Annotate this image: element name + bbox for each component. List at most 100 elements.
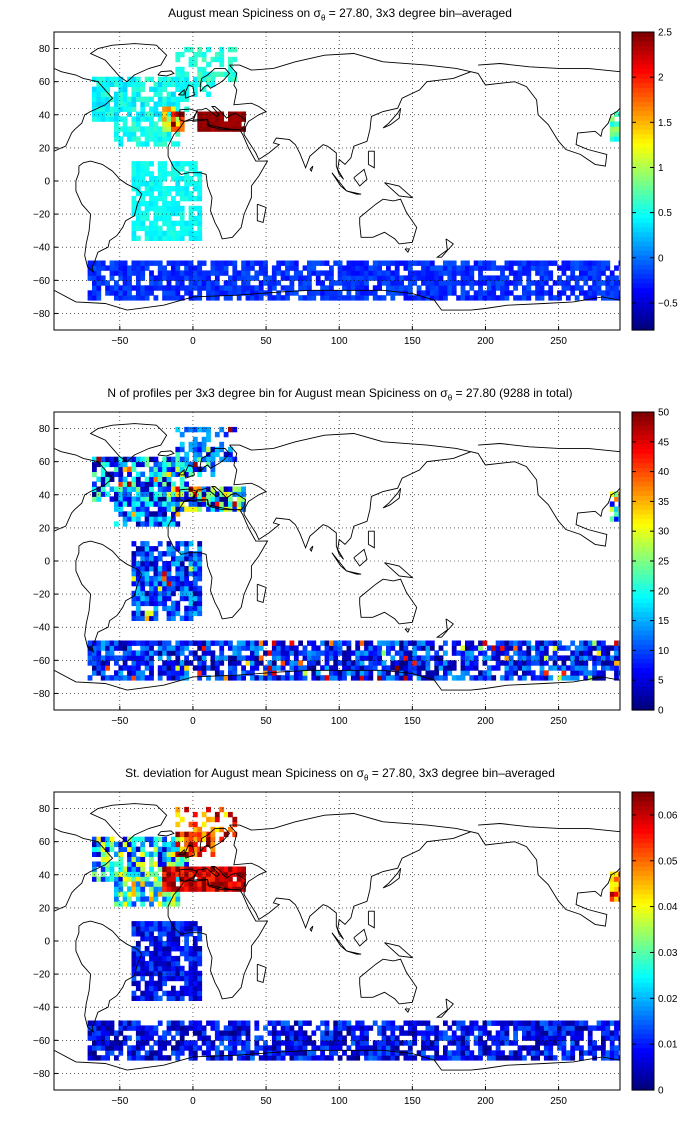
data-cell <box>307 295 312 301</box>
data-cell <box>166 655 172 661</box>
data-cell <box>166 975 172 982</box>
data-cell <box>219 660 225 666</box>
data-cell <box>96 1020 102 1026</box>
data-cell <box>171 91 176 97</box>
data-cell <box>513 1050 518 1056</box>
data-cell <box>311 1050 317 1056</box>
y-tick-label: 0 <box>44 177 50 188</box>
data-cell <box>491 260 497 266</box>
data-cell <box>92 76 97 83</box>
data-cell <box>407 275 413 281</box>
data-cell <box>241 1045 246 1051</box>
data-cell <box>386 1040 391 1046</box>
data-cell <box>530 655 536 661</box>
data-cell <box>188 501 194 507</box>
data-cell <box>153 841 159 848</box>
data-cell <box>500 640 505 646</box>
data-cell <box>131 926 137 932</box>
data-cell <box>451 270 457 276</box>
data-cell <box>171 506 176 512</box>
data-cell <box>618 891 620 897</box>
data-cell <box>522 665 527 671</box>
data-cell <box>140 190 146 197</box>
data-cell <box>289 1035 295 1041</box>
data-cell <box>140 1045 146 1051</box>
data-cell <box>570 1030 576 1036</box>
data-cell <box>232 260 238 266</box>
data-cell <box>219 1050 225 1056</box>
data-cell <box>390 655 396 661</box>
data-cell <box>184 640 189 646</box>
data-cell <box>609 270 615 276</box>
data-cell <box>162 846 167 852</box>
data-cell <box>206 431 211 438</box>
data-cell <box>293 270 299 276</box>
data-cell <box>394 265 400 271</box>
coastline <box>384 942 414 959</box>
data-cell <box>96 295 102 301</box>
data-cell <box>153 980 159 987</box>
data-cell <box>241 116 246 122</box>
data-cell <box>179 96 185 102</box>
data-cell <box>175 580 181 587</box>
data-cell <box>109 645 115 651</box>
data-cell <box>614 891 619 897</box>
data-cell <box>372 295 378 301</box>
data-cell <box>210 446 216 453</box>
data-cell <box>127 851 132 857</box>
data-cell <box>425 290 431 296</box>
data-cell <box>140 861 146 867</box>
data-cell <box>153 561 159 567</box>
data-cell <box>105 1045 110 1051</box>
data-cell <box>601 260 606 266</box>
data-cell <box>144 660 150 666</box>
data-cell <box>342 660 347 666</box>
data-cell <box>407 295 413 301</box>
data-cell <box>355 655 361 661</box>
data-cell <box>149 836 154 843</box>
data-cell <box>175 665 181 671</box>
data-cell <box>210 846 216 852</box>
data-cell <box>118 496 124 502</box>
data-cell <box>609 506 615 512</box>
data-cell <box>609 1020 615 1026</box>
data-cell <box>197 826 203 833</box>
data-cell <box>157 921 163 927</box>
data-cell <box>364 1050 369 1056</box>
data-cell <box>530 675 536 681</box>
data-cell <box>157 141 163 147</box>
data-cell <box>557 280 562 286</box>
data-cell <box>583 270 589 276</box>
data-cell <box>127 1055 132 1061</box>
data-cell <box>486 295 492 301</box>
data-cell <box>548 275 554 281</box>
data-cell <box>175 650 181 656</box>
data-cell <box>127 481 132 487</box>
data-cell <box>192 566 198 572</box>
data-cell <box>337 1025 343 1031</box>
data-cell <box>179 91 185 97</box>
data-cell <box>539 1020 545 1026</box>
data-cell <box>491 275 497 281</box>
data-cell <box>153 481 159 487</box>
data-cell <box>337 1020 343 1026</box>
data-cell <box>416 1030 422 1036</box>
data-cell <box>153 1050 159 1056</box>
data-cell <box>166 1055 172 1061</box>
data-cell <box>175 921 181 927</box>
data-cell <box>407 1020 413 1026</box>
data-cell <box>135 81 141 88</box>
data-cell <box>192 926 198 932</box>
data-cell <box>241 111 246 117</box>
data-cell <box>548 295 554 301</box>
data-cell <box>201 1050 207 1056</box>
data-cell <box>109 471 115 477</box>
data-cell <box>149 841 154 848</box>
data-cell <box>144 566 150 572</box>
data-cell <box>179 235 185 241</box>
data-cell <box>241 501 246 507</box>
data-cell <box>548 1025 554 1031</box>
data-cell <box>197 551 203 557</box>
data-cell <box>179 81 185 88</box>
data-cell <box>179 926 185 932</box>
